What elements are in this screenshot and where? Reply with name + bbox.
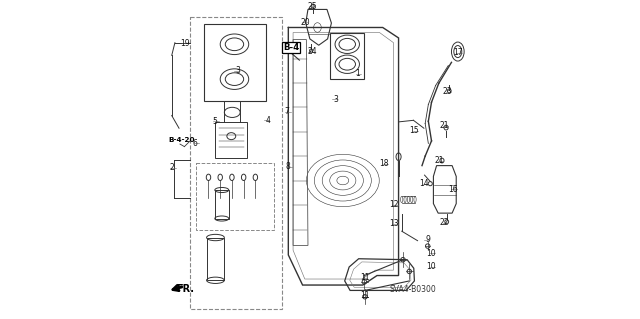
Text: 5: 5 [212, 117, 217, 126]
Text: B-4-20: B-4-20 [168, 137, 195, 143]
Text: 14: 14 [420, 179, 429, 188]
Text: 1: 1 [355, 69, 360, 78]
Text: 20: 20 [301, 18, 310, 26]
Text: 7: 7 [285, 107, 289, 116]
Text: 8: 8 [286, 162, 291, 171]
Bar [215, 190, 228, 219]
Text: 11: 11 [360, 291, 370, 300]
Text: 3: 3 [236, 66, 240, 75]
Text: 9: 9 [426, 235, 430, 244]
Text: 18: 18 [380, 159, 389, 168]
Text: FR.: FR. [176, 284, 194, 294]
Text: 3: 3 [333, 94, 339, 104]
Text: 2: 2 [170, 163, 174, 172]
Text: 21: 21 [440, 121, 449, 130]
Text: 22: 22 [440, 218, 449, 227]
Text: B-4: B-4 [283, 43, 299, 52]
Text: 10: 10 [426, 249, 436, 258]
Text: SVA4-B0300: SVA4-B0300 [389, 285, 436, 294]
Text: 10: 10 [426, 263, 436, 271]
Text: 21: 21 [435, 156, 444, 165]
Bar [204, 24, 266, 101]
Text: 4: 4 [266, 116, 270, 125]
Text: 15: 15 [409, 126, 419, 135]
Text: 6: 6 [193, 139, 198, 148]
Text: 24: 24 [307, 47, 317, 56]
Text: 17: 17 [453, 48, 463, 57]
Text: 16: 16 [448, 185, 458, 194]
Bar [330, 33, 364, 79]
Text: 23: 23 [443, 87, 452, 96]
Bar [207, 238, 225, 280]
Text: 19: 19 [180, 39, 190, 48]
Text: 11: 11 [360, 273, 370, 282]
Text: 13: 13 [389, 219, 399, 228]
Text: 12: 12 [389, 200, 399, 209]
Bar [216, 122, 247, 158]
Text: 25: 25 [308, 2, 317, 11]
